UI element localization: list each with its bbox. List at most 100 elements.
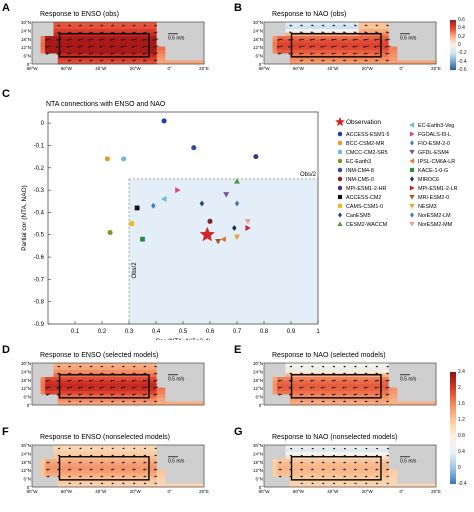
sst-cell [397,60,402,65]
sst-cell [92,483,97,488]
sst-cell [341,394,347,399]
land-cell [182,455,188,460]
sst-cell [109,469,115,474]
sst-cell [362,459,368,463]
sst-cell [79,473,84,477]
sst-cell [40,46,46,51]
sst-cell [109,22,115,26]
sst-cell [118,50,123,54]
land-cell [268,455,273,460]
sst-cell [285,473,291,477]
sst-cell [362,445,368,449]
land-cell [53,60,59,65]
land-cell [427,455,433,460]
data-point [244,218,251,225]
land-cell [161,455,166,460]
sst-cell [350,398,355,402]
sst-cell [156,398,162,402]
arrow-head [374,38,377,41]
sst-cell [328,29,334,33]
sst-cell [148,25,153,30]
sst-cell [126,25,132,30]
sst-cell [79,476,84,481]
sst-cell [100,43,106,47]
arrow-head [374,386,377,389]
land-cell [401,380,407,385]
land-cell [405,462,411,467]
sst-cell [393,46,398,51]
land-cell [178,445,183,449]
arrow-head [363,386,366,389]
sst-cell [341,452,347,456]
sst-cell [328,401,334,406]
land-cell [393,466,398,470]
sst-cell [272,462,278,467]
sst-cell [375,43,381,47]
land-cell [44,476,50,481]
land-cell [165,394,170,399]
arrow-head [298,45,301,48]
land-cell [405,480,411,484]
sst-cell [156,46,162,51]
sst-cell [315,57,321,61]
land-cell [156,384,162,388]
sst-cell [130,384,136,388]
sst-cell [337,50,342,54]
land-cell [272,370,278,374]
nta-region-box [290,456,382,481]
land-cell [199,448,205,453]
arrow-head [46,393,49,396]
sst-cell [87,398,93,402]
land-cell [191,445,196,449]
land-cell [191,480,196,484]
sst-cell [92,25,97,30]
arrow-head [277,386,280,389]
sst-cell [315,25,321,30]
sst-cell [362,480,368,484]
sst-cell [324,448,329,453]
sst-cell [362,398,368,402]
sst-cell [315,387,321,392]
sst-cell [371,380,377,385]
wind-arrows [45,365,159,403]
land-cell [156,366,162,371]
sst-cell [44,387,50,392]
land-cell [393,455,398,460]
sst-cell [122,394,127,399]
arrow-head [343,468,346,471]
arrow-head [46,468,49,471]
arrow-head [153,386,156,389]
sst-cell [380,373,385,378]
sst-cell [118,370,123,374]
land-cell [191,387,196,392]
sst-cell [130,462,136,467]
sst-cell [281,380,286,385]
sst-cell [337,452,342,456]
arrow-head [132,24,135,27]
land-cell [418,473,424,477]
land-cell [410,455,415,460]
sst-cell [302,391,308,395]
land-cell [199,452,205,456]
sst-cell [83,366,89,371]
land-cell [186,366,192,371]
data-point [134,205,140,211]
land-cell [281,60,286,65]
sst-cell [298,476,304,481]
sst-cell [126,480,132,484]
sst-cell [285,452,291,456]
sst-cell [319,384,325,388]
sst-cell [294,43,299,47]
sst-cell [96,53,102,58]
sst-cell [345,36,351,40]
arrow-head [57,365,60,368]
land-cell [182,459,188,463]
sst-cell [135,473,140,477]
land-cell [182,373,188,378]
sst-cell [148,394,153,399]
sst-cell [53,29,59,33]
sst-cell [83,370,89,374]
sst-cell [100,366,106,371]
sst-cell [388,469,394,474]
sst-cell [87,445,93,449]
